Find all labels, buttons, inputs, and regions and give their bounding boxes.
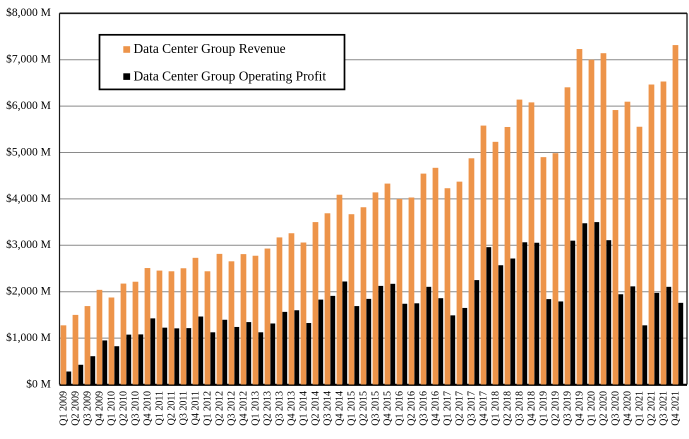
svg-text:Q3 2015: Q3 2015: [371, 391, 382, 426]
svg-text:Q1 2020: Q1 2020: [587, 391, 598, 426]
svg-text:Q2 2018: Q2 2018: [503, 391, 514, 426]
svg-text:Q2 2013: Q2 2013: [263, 391, 274, 426]
svg-text:$7,000 M: $7,000 M: [6, 53, 51, 66]
svg-text:Data Center Group Operating Pr: Data Center Group Operating Profit: [134, 68, 327, 83]
svg-text:Q3 2016: Q3 2016: [419, 391, 430, 426]
svg-text:Q1 2010: Q1 2010: [107, 391, 118, 426]
svg-text:Q4 2009: Q4 2009: [95, 391, 106, 426]
svg-text:$2,000 M: $2,000 M: [6, 285, 51, 298]
svg-text:$6,000 M: $6,000 M: [6, 99, 51, 112]
svg-text:Q3 2009: Q3 2009: [83, 391, 94, 426]
svg-text:Q1 2012: Q1 2012: [203, 391, 214, 426]
svg-text:Q1 2009: Q1 2009: [59, 391, 70, 426]
svg-text:Q1 2019: Q1 2019: [539, 391, 550, 426]
svg-text:Q2 2010: Q2 2010: [119, 391, 130, 426]
svg-text:Q3 2020: Q3 2020: [611, 391, 622, 426]
svg-text:Q3 2019: Q3 2019: [563, 391, 574, 426]
svg-text:$3,000 M: $3,000 M: [6, 238, 51, 251]
svg-text:Q1 2021: Q1 2021: [635, 391, 646, 426]
svg-text:$4,000 M: $4,000 M: [6, 192, 51, 205]
svg-text:Q4 2015: Q4 2015: [383, 391, 394, 426]
svg-text:Q4 2021: Q4 2021: [671, 391, 682, 426]
svg-text:Q1 2015: Q1 2015: [347, 391, 358, 426]
svg-text:Q4 2013: Q4 2013: [287, 391, 298, 426]
svg-text:Q2 2016: Q2 2016: [407, 391, 418, 426]
svg-text:Q2 2009: Q2 2009: [71, 391, 82, 426]
svg-text:Q2 2015: Q2 2015: [359, 391, 370, 426]
svg-text:Q3 2017: Q3 2017: [467, 391, 478, 426]
svg-text:Q4 2014: Q4 2014: [335, 391, 346, 426]
svg-text:Q4 2011: Q4 2011: [191, 391, 202, 425]
svg-text:Q4 2016: Q4 2016: [431, 391, 442, 426]
svg-text:Q2 2017: Q2 2017: [455, 391, 466, 426]
svg-text:Q2 2020: Q2 2020: [599, 391, 610, 426]
svg-text:Q3 2021: Q3 2021: [659, 391, 670, 426]
svg-text:Q4 2019: Q4 2019: [575, 391, 586, 426]
svg-text:Q1 2013: Q1 2013: [251, 391, 262, 426]
svg-text:Q2 2012: Q2 2012: [215, 391, 226, 426]
svg-text:Q2 2011: Q2 2011: [167, 391, 178, 425]
svg-text:Data Center Group Revenue: Data Center Group Revenue: [134, 41, 286, 56]
svg-text:Q1 2017: Q1 2017: [443, 391, 454, 426]
svg-text:Q3 2018: Q3 2018: [515, 391, 526, 426]
svg-text:$5,000 M: $5,000 M: [6, 145, 51, 158]
svg-text:Q1 2014: Q1 2014: [299, 391, 310, 426]
svg-text:Q1 2011: Q1 2011: [155, 391, 166, 425]
svg-text:Q4 2017: Q4 2017: [479, 391, 490, 426]
svg-text:Q3 2012: Q3 2012: [227, 391, 238, 426]
svg-text:Q3 2013: Q3 2013: [275, 391, 286, 426]
svg-text:Q4 2020: Q4 2020: [623, 391, 634, 426]
svg-text:Q1 2016: Q1 2016: [395, 391, 406, 426]
svg-text:Q4 2018: Q4 2018: [527, 391, 538, 426]
svg-text:$1,000 M: $1,000 M: [6, 331, 51, 344]
svg-text:Q2 2014: Q2 2014: [311, 391, 322, 426]
svg-text:Q3 2014: Q3 2014: [323, 391, 334, 426]
svg-text:$0 M: $0 M: [26, 377, 51, 390]
svg-text:Q4 2012: Q4 2012: [239, 391, 250, 426]
svg-text:Q4 2010: Q4 2010: [143, 391, 154, 426]
svg-text:Q3 2011: Q3 2011: [179, 391, 190, 425]
svg-text:$8,000 M: $8,000 M: [6, 6, 51, 19]
svg-text:Q2 2019: Q2 2019: [551, 391, 562, 426]
svg-text:Q1 2018: Q1 2018: [491, 391, 502, 426]
svg-text:Q2 2021: Q2 2021: [647, 391, 658, 426]
svg-text:Q3 2010: Q3 2010: [131, 391, 142, 426]
